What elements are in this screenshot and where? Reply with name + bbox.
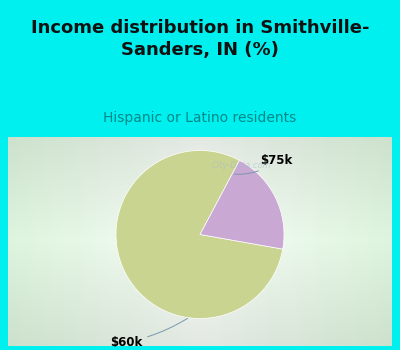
Text: $75k: $75k (235, 154, 293, 174)
Wedge shape (200, 160, 284, 249)
Wedge shape (116, 150, 283, 318)
Text: $60k: $60k (110, 318, 188, 349)
Text: Hispanic or Latino residents: Hispanic or Latino residents (103, 111, 297, 125)
Text: City-Data.com: City-Data.com (212, 161, 272, 170)
Text: Income distribution in Smithville-
Sanders, IN (%): Income distribution in Smithville- Sande… (31, 19, 369, 59)
